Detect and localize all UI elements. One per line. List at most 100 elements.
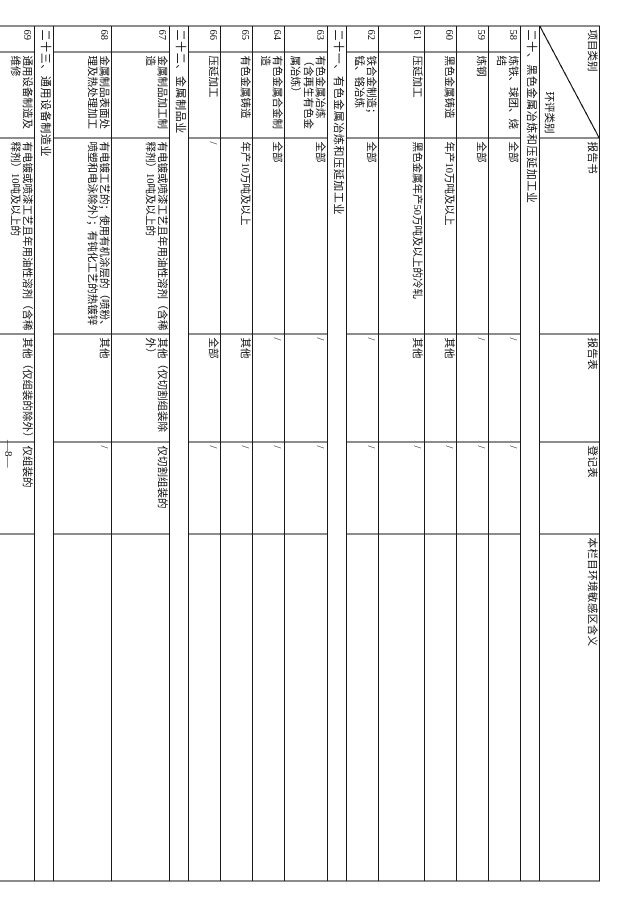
row-number: 58 — [488, 25, 521, 52]
section-title: 二十三、通用设备制造业 — [34, 25, 54, 881]
project-category-cell: 炼钢 — [456, 51, 489, 138]
project-category-cell: 通用设备制造及维修 — [0, 51, 35, 138]
report-book-cell: 年产10万吨及以上 — [424, 137, 457, 334]
project-category-cell: 黑色金属铸造 — [424, 51, 457, 138]
report-book-cell: 全部 — [252, 137, 285, 334]
row-number: 61 — [378, 25, 425, 52]
sensitive-area-cell — [188, 533, 221, 881]
row-number: 66 — [188, 25, 221, 52]
table-row: 64 有色金属合金制造 全部 / / — [252, 25, 285, 881]
report-book-cell: / — [188, 137, 221, 334]
rotated-table-wrapper: 项目类别 环评类别 报告书 报告表 登记表 本栏目环境敏感区含义 二十、黑色金属… — [0, 25, 600, 881]
project-category-cell: 压延加工 — [188, 51, 221, 138]
registration-cell: / — [188, 441, 221, 534]
registration-cell: / — [346, 441, 379, 534]
table-row: 65 有色金属铸造 年产10万吨及以上 其他 / — [220, 25, 253, 881]
table-section-row: 二十、黑色金属冶炼和压延加工业 — [520, 25, 540, 881]
report-book-cell: 全部 — [456, 137, 489, 334]
report-book-cell: 全部 — [284, 137, 328, 334]
sensitive-area-cell — [284, 533, 328, 881]
registration-cell: / — [456, 441, 489, 534]
registration-cell: / — [53, 441, 112, 534]
row-number: 65 — [220, 25, 253, 52]
table-body: 二十、黑色金属冶炼和压延加工业 58 炼铁、球团、烧结 全部 //59 炼钢 全部 //60 黑… — [0, 25, 540, 881]
table-row: 68 金属制品表面处理及热处理加工 有电镀工艺的；使用有机涂层的（喷粉、喷塑和电泳除… — [53, 25, 112, 881]
corner-header-project-category: 项目类别 — [586, 29, 597, 71]
sensitive-area-cell — [456, 533, 489, 881]
corner-header-cell: 项目类别 环评类别 — [539, 25, 600, 138]
project-category-cell: 压延加工 — [378, 51, 425, 138]
section-title: 二十、黑色金属冶炼和压延加工业 — [520, 25, 540, 881]
report-form-cell: 其他 — [53, 333, 112, 442]
report-book-cell: 有电镀工艺的；使用有机涂层的（喷粉、喷塑和电泳除外）；有钝化工艺的热镀锌 — [53, 137, 112, 334]
registration-cell: / — [378, 441, 425, 534]
project-category-cell: 金属制品表面处理及热处理加工 — [53, 51, 112, 138]
table-row: 58 炼铁、球团、烧结 全部 / / — [488, 25, 521, 881]
report-book-cell: 有电镀或喷漆工艺且年用油性溶剂（含稀释剂）10吨及以上的 — [0, 137, 35, 334]
report-form-cell: 其他 — [378, 333, 425, 442]
column-header-registration-form: 登记表 — [539, 441, 600, 534]
registration-cell: / — [424, 441, 457, 534]
table-row: 62 铁合金制造；锰、铬冶炼 全部 / / — [346, 25, 379, 881]
header-row: 项目类别 环评类别 报告书 报告表 登记表 本栏目环境敏感区含义 — [539, 25, 600, 881]
sensitive-area-cell — [0, 533, 35, 881]
report-form-cell: 其他 — [220, 333, 253, 442]
row-number: 59 — [456, 25, 489, 52]
project-category-cell: 有色金属铸造 — [220, 51, 253, 138]
sensitive-area-cell — [111, 533, 170, 881]
report-book-cell: 年产10万吨及以上 — [220, 137, 253, 334]
corner-header-eia-category: 环评类别 — [543, 91, 555, 133]
table-row: 66 压延加工 / 全部 / — [188, 25, 221, 881]
sensitive-area-cell — [53, 533, 112, 881]
report-form-cell: / — [488, 333, 521, 442]
report-form-cell: / — [252, 333, 285, 442]
sensitive-area-cell — [252, 533, 285, 881]
project-category-cell: 炼铁、球团、烧结 — [488, 51, 521, 138]
row-number: 60 — [424, 25, 457, 52]
registration-cell: 仅组装的 — [0, 441, 35, 534]
project-category-cell: 有色金属合金制造 — [252, 51, 285, 138]
report-form-cell: / — [346, 333, 379, 442]
column-header-report-form: 报告表 — [539, 333, 600, 442]
sensitive-area-cell — [220, 533, 253, 881]
sensitive-area-cell — [488, 533, 521, 881]
table-row: 61 压延加工 黑色金属年产50万吨及以上的冷轧 其他 / — [378, 25, 425, 881]
report-form-cell: / — [284, 333, 328, 442]
section-title: 二十一、有色金属冶炼和压延加工业 — [327, 25, 347, 881]
section-title: 二十二、金属制品业 — [169, 25, 189, 881]
report-form-cell: 其他 — [424, 333, 457, 442]
report-form-cell: 其他（仅组装的除外） — [0, 333, 35, 442]
table-row: 67 金属制品加工制造 有电镀或喷漆工艺且年用油性溶剂（含稀释剂）10吨及以上的 其他… — [111, 25, 170, 881]
sensitive-area-cell — [424, 533, 457, 881]
registration-cell: / — [220, 441, 253, 534]
sensitive-area-cell — [378, 533, 425, 881]
table-row: 59 炼钢 全部 / / — [456, 25, 489, 881]
table-row: 60 黑色金属铸造 年产10万吨及以上 其他 / — [424, 25, 457, 881]
table-section-row: 二十三、通用设备制造业 — [34, 25, 54, 881]
row-number: 63 — [284, 25, 328, 52]
report-form-cell: 全部 — [188, 333, 221, 442]
table-row: 69 通用设备制造及维修 有电镀或喷漆工艺且年用油性溶剂（含稀释剂）10吨及以上的其… — [0, 25, 35, 881]
project-category-cell: 有色金属冶炼（含再生有色金属冶炼） — [284, 51, 328, 138]
column-header-sensitive-area-definition: 本栏目环境敏感区含义 — [539, 533, 600, 881]
project-category-cell: 金属制品加工制造 — [111, 51, 170, 138]
column-header-report-book: 报告书 — [539, 137, 600, 334]
report-book-cell: 全部 — [488, 137, 521, 334]
row-number: 68 — [53, 25, 112, 52]
report-book-cell: 全部 — [346, 137, 379, 334]
table-head: 项目类别 环评类别 报告书 报告表 登记表 本栏目环境敏感区含义 — [539, 25, 600, 881]
registration-cell: 仅切割组装的 — [111, 441, 170, 534]
sensitive-area-cell — [346, 533, 379, 881]
project-category-cell: 铁合金制造；锰、铬冶炼 — [346, 51, 379, 138]
table-row: 63 有色金属冶炼（含再生有色金属冶炼） 全部 / / — [284, 25, 328, 881]
row-number: 64 — [252, 25, 285, 52]
registration-cell: / — [284, 441, 328, 534]
table-section-row: 二十二、金属制品业 — [169, 25, 189, 881]
registration-cell: / — [488, 441, 521, 534]
report-book-cell: 有电镀或喷漆工艺且年用油性溶剂（含稀释剂）10吨及以上的 — [111, 137, 170, 334]
row-number: 67 — [111, 25, 170, 52]
report-form-cell: 其他（仅切割组装除外） — [111, 333, 170, 442]
report-book-cell: 黑色金属年产50万吨及以上的冷轧 — [378, 137, 425, 334]
row-number: 62 — [346, 25, 379, 52]
